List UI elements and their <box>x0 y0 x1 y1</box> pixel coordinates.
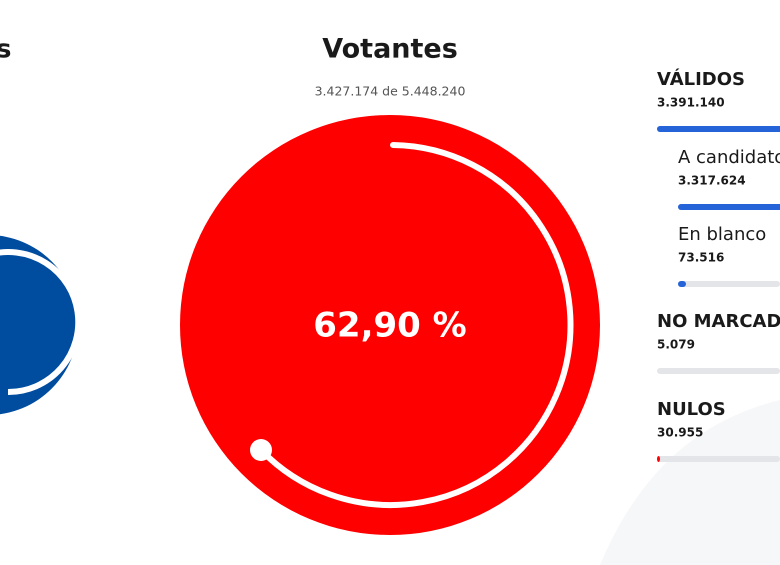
item-bar-track <box>678 281 780 287</box>
item-bar-track <box>657 456 780 462</box>
left-title: s <box>0 35 11 65</box>
item-value: 5.079 <box>657 338 695 352</box>
item-value: 3.391.140 <box>657 96 725 110</box>
item-label: NULOS <box>657 399 726 420</box>
item-label: NO MARCADOS <box>657 311 780 332</box>
item-label: En blanco <box>678 224 766 245</box>
turnout-arc-handle <box>250 439 272 461</box>
item-bar-track <box>657 368 780 374</box>
center-subtitle: 3.427.174 de 5.448.240 <box>315 84 466 99</box>
turnout-arc <box>258 142 574 508</box>
turnout-percentage: 62,90 % <box>313 306 466 346</box>
item-bar-fill <box>657 126 780 132</box>
item-label: VÁLIDOS <box>657 68 745 90</box>
item-value: 30.955 <box>657 426 703 440</box>
background-shape <box>600 400 780 565</box>
item-value: 73.516 <box>678 251 724 265</box>
turnout-gauge <box>180 115 600 535</box>
item-label: A candidatos <box>678 147 780 168</box>
item-bar-fill <box>678 281 686 287</box>
item-value: 3.317.624 <box>678 174 746 188</box>
results-list: VÁLIDOS 3.391.140 A candidatos 3.317.624 En … <box>657 68 780 462</box>
left-gauge-arc <box>0 249 82 396</box>
item-bar-fill <box>657 456 660 462</box>
center-title: Votantes <box>322 34 458 65</box>
item-bar-fill <box>678 204 780 210</box>
